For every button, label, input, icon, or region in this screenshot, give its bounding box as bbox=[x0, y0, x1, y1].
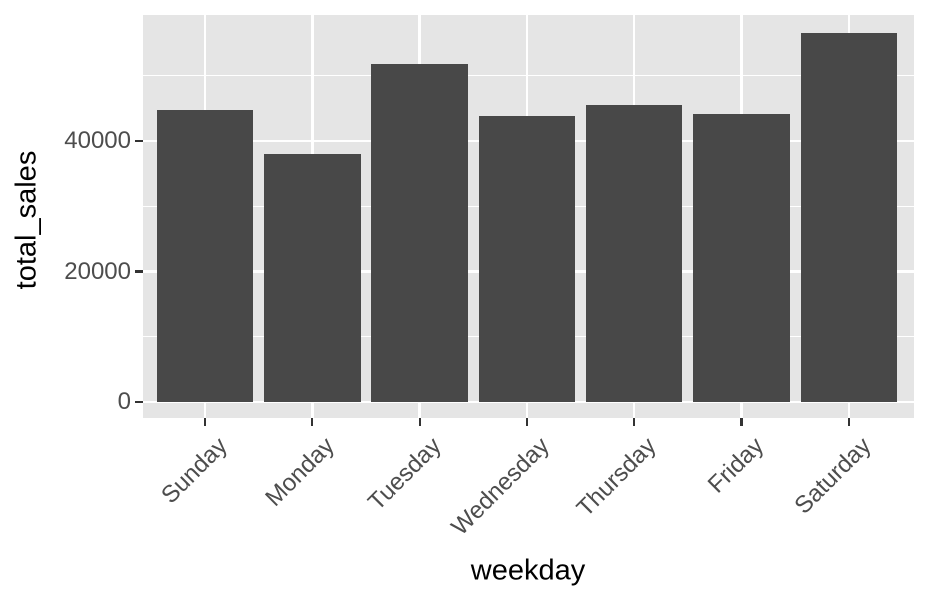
bar-wednesday bbox=[478, 116, 576, 402]
x-tick-label-saturday: Saturday bbox=[789, 432, 877, 520]
bar-tuesday bbox=[371, 64, 468, 402]
x-tick-mark bbox=[740, 418, 743, 426]
x-tick-label-friday: Friday bbox=[702, 432, 769, 499]
y-tick-mark bbox=[135, 400, 143, 404]
x-tick-label-thursday: Thursday bbox=[571, 432, 662, 523]
x-tick-mark bbox=[525, 418, 528, 426]
gridline-major bbox=[143, 400, 914, 404]
x-axis-title: weekday bbox=[470, 554, 586, 587]
x-tick-mark bbox=[847, 418, 850, 426]
bar-sunday bbox=[156, 110, 254, 402]
y-tick-mark bbox=[135, 270, 143, 273]
y-tick-label: 40000 bbox=[64, 127, 131, 154]
y-tick-label: 0 bbox=[117, 388, 131, 415]
plot-panel bbox=[143, 15, 914, 418]
y-tick-mark bbox=[135, 139, 143, 143]
x-tick-mark bbox=[633, 418, 636, 426]
y-tick-label: 20000 bbox=[64, 257, 131, 285]
bar-saturday bbox=[800, 33, 898, 402]
bar-monday bbox=[264, 154, 361, 402]
x-tick-label-monday: Monday bbox=[260, 432, 340, 512]
gridline-minor bbox=[143, 75, 914, 77]
x-tick-mark bbox=[418, 418, 421, 426]
x-tick-mark bbox=[311, 418, 314, 426]
y-axis-title: total_sales bbox=[10, 150, 43, 290]
bar-thursday bbox=[585, 105, 683, 402]
x-tick-label-wednesday: Wednesday bbox=[445, 432, 555, 541]
x-tick-mark bbox=[203, 418, 207, 426]
bar-friday bbox=[693, 114, 790, 402]
x-tick-label-sunday: Sunday bbox=[155, 432, 233, 509]
x-tick-label-tuesday: Tuesday bbox=[363, 432, 447, 516]
